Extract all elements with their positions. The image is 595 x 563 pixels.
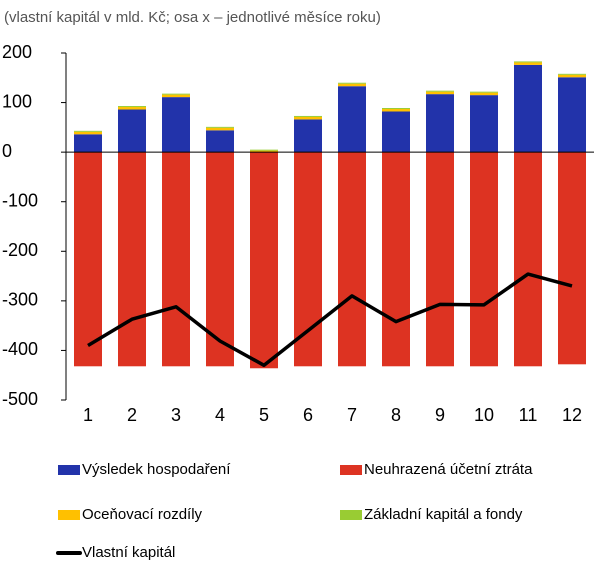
bar [74,130,102,132]
legend-swatch [58,510,80,520]
line [87,272,573,368]
legend-label: Základní kapitál a fondy [364,506,523,523]
chart-subtitle: (vlastní kapitál v mld. Kč; osa x – jedn… [4,9,381,26]
bar [118,152,146,367]
x-tick-label: 6 [303,405,313,425]
y-tick-label: -300 [2,290,38,310]
bar [338,82,366,84]
bar [74,152,102,367]
bar [470,92,498,96]
y-tick-label: 100 [2,91,32,111]
legend-label: Výsledek hospodaření [82,461,231,478]
bar [558,152,586,365]
bar [426,94,454,153]
bar [250,152,278,369]
bar [294,115,322,117]
x-tick-label: 12 [562,405,582,425]
y-tick-label: -400 [2,339,38,359]
bar [206,152,234,367]
bar [118,109,146,153]
bar [470,152,498,367]
bar [470,95,498,153]
bar [250,149,278,151]
bar [558,74,586,78]
legend-label: Oceňovací rozdíly [82,506,203,523]
legend-swatch [340,465,362,475]
bar [514,62,542,65]
bar [338,152,366,367]
bar [514,152,542,367]
bar [206,130,234,153]
x-tick-label: 4 [215,405,225,425]
bar [206,127,234,131]
bar [118,107,146,110]
bar [162,97,190,153]
x-tick-label: 2 [127,405,137,425]
y-tick-label: -200 [2,240,38,260]
legend-swatch [58,465,80,475]
bar [382,152,410,367]
bar [426,152,454,367]
bar [558,77,586,153]
bar [162,93,190,95]
y-tick-label: -100 [2,190,38,210]
bar [382,108,410,110]
bar [162,94,190,98]
bar [74,131,102,135]
legend-label: Vlastní kapitál [82,544,175,561]
legend-swatch [340,510,362,520]
x-tick-label: 1 [83,405,93,425]
x-tick-label: 5 [259,405,269,425]
bar [118,106,146,108]
x-tick-label: 7 [347,405,357,425]
x-tick-label: 11 [519,405,538,425]
x-tick-label: 9 [435,405,445,425]
bar [382,109,410,112]
y-tick-label: -500 [2,389,38,409]
bar [74,134,102,153]
bar [338,86,366,153]
legend-label: Neuhrazená účetní ztráta [364,461,533,478]
bar [426,91,454,95]
x-tick-label: 10 [474,405,494,425]
y-tick-label: 200 [2,42,32,62]
bar [382,111,410,153]
x-tick-label: 8 [391,405,401,425]
bar [514,64,542,153]
bar [558,73,586,75]
bar [514,61,542,63]
bar [206,126,234,128]
y-tick-label: 0 [2,141,12,161]
bar [294,152,322,367]
bar [426,90,454,92]
bar [250,150,278,153]
bar [338,83,366,87]
bar [162,152,190,367]
bar [294,119,322,153]
bar [294,116,322,120]
bar [470,91,498,93]
x-tick-label: 3 [171,405,181,425]
